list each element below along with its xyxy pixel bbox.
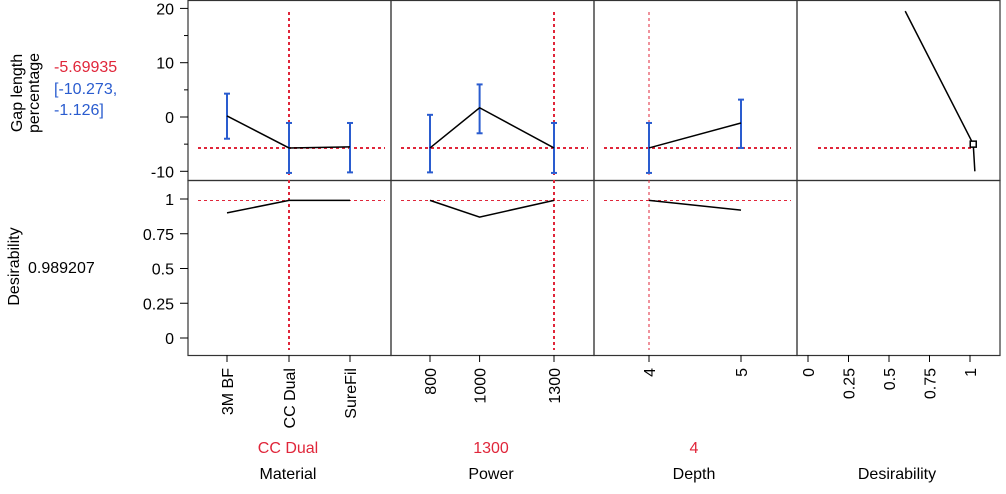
panel-frame-r0-c2 (593, 0, 798, 182)
depth-xtick-1-label: 5 (734, 368, 751, 377)
depth-factor-name: Depth (672, 466, 716, 483)
power-xtick-1-label: 1000 (473, 368, 490, 404)
des-ytick-label: 0.75 (143, 227, 174, 244)
desirability-current-marker (969, 140, 977, 148)
desirability-prediction-value: 0.989207 (28, 260, 95, 277)
depth-xtick-0-label: 4 (642, 368, 659, 377)
depth-current-value[interactable]: 4 (689, 440, 699, 457)
panel-frame-r1-c3 (796, 179, 1001, 357)
panel-frame-r1-c2 (593, 179, 798, 357)
power-xtick-2-label: 1300 (547, 368, 564, 404)
material-xtick-0-label: 3M BF (220, 368, 237, 415)
power-current-value[interactable]: 1300 (473, 440, 509, 457)
panel-frame-r1-c1 (390, 179, 595, 357)
des-ytick-label: 0.25 (143, 296, 174, 313)
desirability-xtick-0-label: 0 (801, 368, 818, 377)
gap-ytick-label: -10 (151, 164, 174, 181)
panel-frame-r0-c1 (390, 0, 595, 182)
desirability-xtick-2-label: 0.5 (882, 368, 899, 390)
desirability-xtick-1-label: 0.25 (842, 368, 859, 399)
material-factor-name: Material (259, 466, 317, 483)
material-gap-trace (226, 115, 351, 149)
desirability-factor-name: Desirability (857, 466, 937, 483)
depth-desirability-trace (648, 199, 742, 211)
gap-ci-lower: [-10.273, (54, 81, 118, 98)
gap-ytick-label: 10 (156, 56, 174, 73)
depth-gap-trace (648, 122, 742, 149)
material-desirability-trace (226, 199, 350, 214)
panel-frame-r0-c3 (796, 0, 1001, 182)
power-desirability-trace (429, 199, 555, 218)
power-gap-trace (429, 106, 555, 149)
des-ytick-label: 1 (165, 192, 174, 209)
des-ytick-label: 0.5 (152, 262, 174, 279)
material-current-value[interactable]: CC Dual (257, 440, 319, 457)
des-ytick-label: 0 (165, 331, 174, 348)
gap-ytick-label: 20 (156, 1, 174, 18)
desirability-xtick-4-label: 1 (963, 368, 980, 377)
gap-ci-upper: -1.126] (54, 102, 104, 119)
power-xtick-0-label: 800 (423, 368, 440, 395)
gap-prediction-value: -5.69935 (54, 59, 118, 76)
material-xtick-2-label: SureFil (343, 368, 360, 419)
material-xtick-1-label: CC Dual (282, 368, 299, 428)
desirability-xtick-3-label: 0.75 (923, 368, 940, 399)
power-factor-name: Power (468, 466, 514, 483)
gap-ytick-label: 0 (165, 110, 174, 127)
